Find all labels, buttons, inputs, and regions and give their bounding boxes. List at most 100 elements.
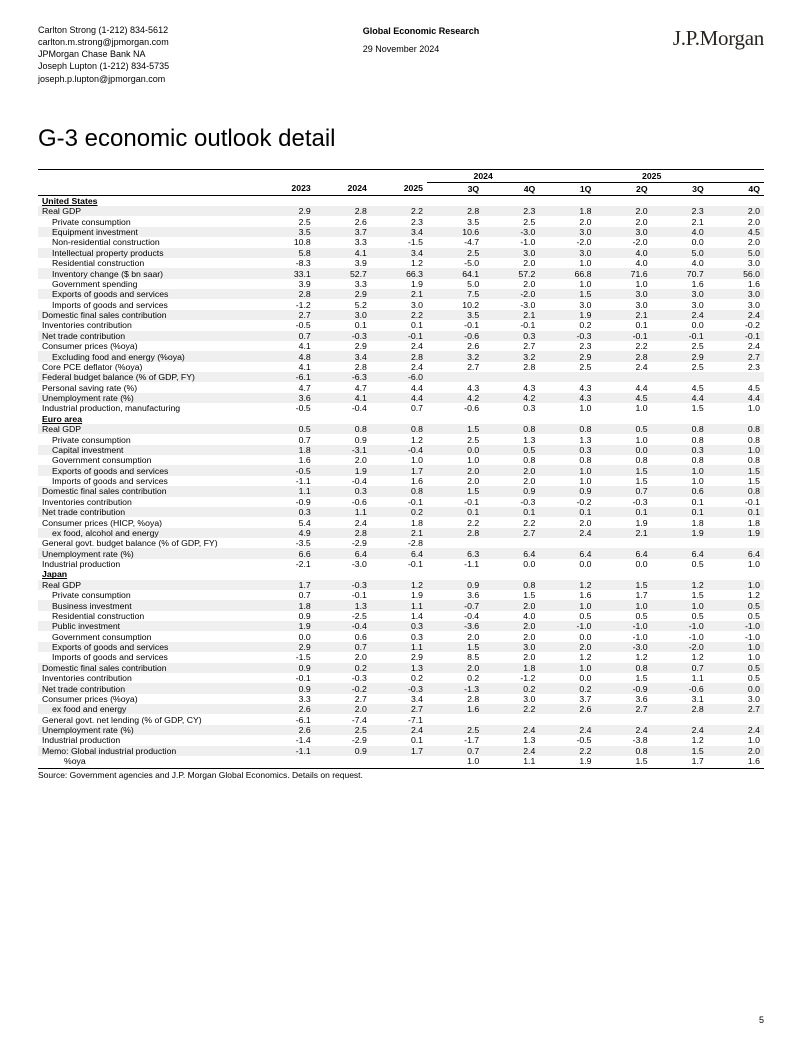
cell: 4.5	[652, 382, 708, 392]
cell: 1.8	[708, 517, 764, 527]
cell: 0.0	[259, 631, 315, 641]
outlook-table: 2024 2025 2023 2024 2025 3Q 4Q 1Q 2Q 3Q …	[38, 169, 764, 767]
cell: 1.0	[652, 600, 708, 610]
cell: 2.0	[427, 663, 483, 673]
cell: 1.0	[595, 434, 651, 444]
table-row: Private consumption2.52.62.33.52.52.02.0…	[38, 216, 764, 226]
cell: 2.5	[652, 341, 708, 351]
cell: 4.9	[259, 528, 315, 538]
row-label: Capital investment	[38, 445, 259, 455]
cell: 6.4	[652, 548, 708, 558]
cell: 2.9	[371, 652, 427, 662]
cell: -1.0	[708, 631, 764, 641]
cell: 3.2	[483, 351, 539, 361]
cell: 4.5	[708, 227, 764, 237]
cell	[595, 714, 651, 724]
cell: 0.1	[595, 320, 651, 330]
table-row: Real GDP2.92.82.22.82.31.82.02.32.0	[38, 206, 764, 216]
cell: 1.2	[539, 652, 595, 662]
cell: -0.5	[259, 320, 315, 330]
cell: 5.0	[652, 248, 708, 258]
cell: 2.7	[595, 704, 651, 714]
cell: -1.0	[708, 621, 764, 631]
cell: 3.0	[483, 248, 539, 258]
cell: 0.3	[371, 631, 427, 641]
row-label: Consumer prices (%oya)	[38, 694, 259, 704]
cell	[708, 538, 764, 548]
cell: 0.7	[595, 486, 651, 496]
cell: 2.4	[652, 310, 708, 320]
cell: -0.6	[315, 497, 371, 507]
cell: 2.3	[483, 206, 539, 216]
cell: 1.0	[652, 465, 708, 475]
cell: 1.6	[259, 455, 315, 465]
cell: 2.7	[371, 704, 427, 714]
row-label: ex food, alcohol and energy	[38, 528, 259, 538]
row-label: Real GDP	[38, 424, 259, 434]
cell: 0.3	[483, 403, 539, 413]
section-name: Euro area	[38, 414, 764, 424]
cell: -1.0	[595, 631, 651, 641]
row-label: Industrial production, manufacturing	[38, 403, 259, 413]
table-row: Government consumption1.62.01.01.00.80.8…	[38, 455, 764, 465]
cell: 2.8	[315, 528, 371, 538]
table-row: Imports of goods and services-1.52.02.98…	[38, 652, 764, 662]
page-title: G-3 economic outlook detail	[38, 125, 764, 153]
row-label: Exports of goods and services	[38, 289, 259, 299]
cell: 4.2	[427, 393, 483, 403]
cell: 2.1	[371, 289, 427, 299]
row-label: Government consumption	[38, 631, 259, 641]
cell: -0.3	[315, 580, 371, 590]
cell: 0.1	[371, 320, 427, 330]
cell	[652, 714, 708, 724]
row-label: Domestic final sales contribution	[38, 310, 259, 320]
cell	[483, 714, 539, 724]
cell: 0.8	[595, 663, 651, 673]
row-label: Net trade contribution	[38, 683, 259, 693]
cell: -1.7	[427, 735, 483, 745]
cell: 3.1	[652, 694, 708, 704]
cell: 2.0	[539, 216, 595, 226]
cell: 3.6	[595, 694, 651, 704]
cell: 3.0	[315, 310, 371, 320]
cell: 1.0	[708, 559, 764, 569]
cell: -7.1	[371, 714, 427, 724]
jpmorgan-logo: J.P.Morgan	[673, 24, 764, 85]
cell: 5.0	[708, 248, 764, 258]
cell: 3.0	[708, 289, 764, 299]
table-row: Private consumption0.7-0.11.93.61.51.61.…	[38, 590, 764, 600]
cell: 0.1	[315, 320, 371, 330]
cell: 0.5	[652, 559, 708, 569]
cell: 0.2	[539, 320, 595, 330]
header-contacts: Carlton Strong (1-212) 834-5612 carlton.…	[38, 24, 169, 85]
cell: 3.0	[539, 248, 595, 258]
cell: 2.2	[427, 517, 483, 527]
cell: 1.9	[652, 528, 708, 538]
cell: 4.3	[539, 382, 595, 392]
table-row: Memo: Global industrial production-1.10.…	[38, 746, 764, 756]
cell: 0.5	[595, 611, 651, 621]
cell: 2.0	[427, 465, 483, 475]
cell: 2.5	[315, 725, 371, 735]
table-row: Public investment1.9-0.40.3-3.62.0-1.0-1…	[38, 621, 764, 631]
cell: 1.5	[595, 673, 651, 683]
cell: -6.3	[315, 372, 371, 382]
cell: 1.9	[539, 310, 595, 320]
cell: 0.7	[259, 434, 315, 444]
cell	[708, 372, 764, 382]
cell: 2.8	[259, 289, 315, 299]
cell: -5.0	[427, 258, 483, 268]
cell: 2.0	[483, 465, 539, 475]
cell: -3.0	[483, 299, 539, 309]
cell: -0.4	[315, 476, 371, 486]
cell: 0.8	[652, 424, 708, 434]
cell: 4.0	[483, 611, 539, 621]
table-row: Personal saving rate (%)4.74.74.44.34.34…	[38, 382, 764, 392]
cell: 1.0	[539, 600, 595, 610]
cell	[539, 372, 595, 382]
col-2025-3q: 3Q	[652, 182, 708, 195]
cell: 1.0	[595, 403, 651, 413]
cell: -7.4	[315, 714, 371, 724]
cell: -0.5	[539, 735, 595, 745]
cell: 3.0	[708, 694, 764, 704]
